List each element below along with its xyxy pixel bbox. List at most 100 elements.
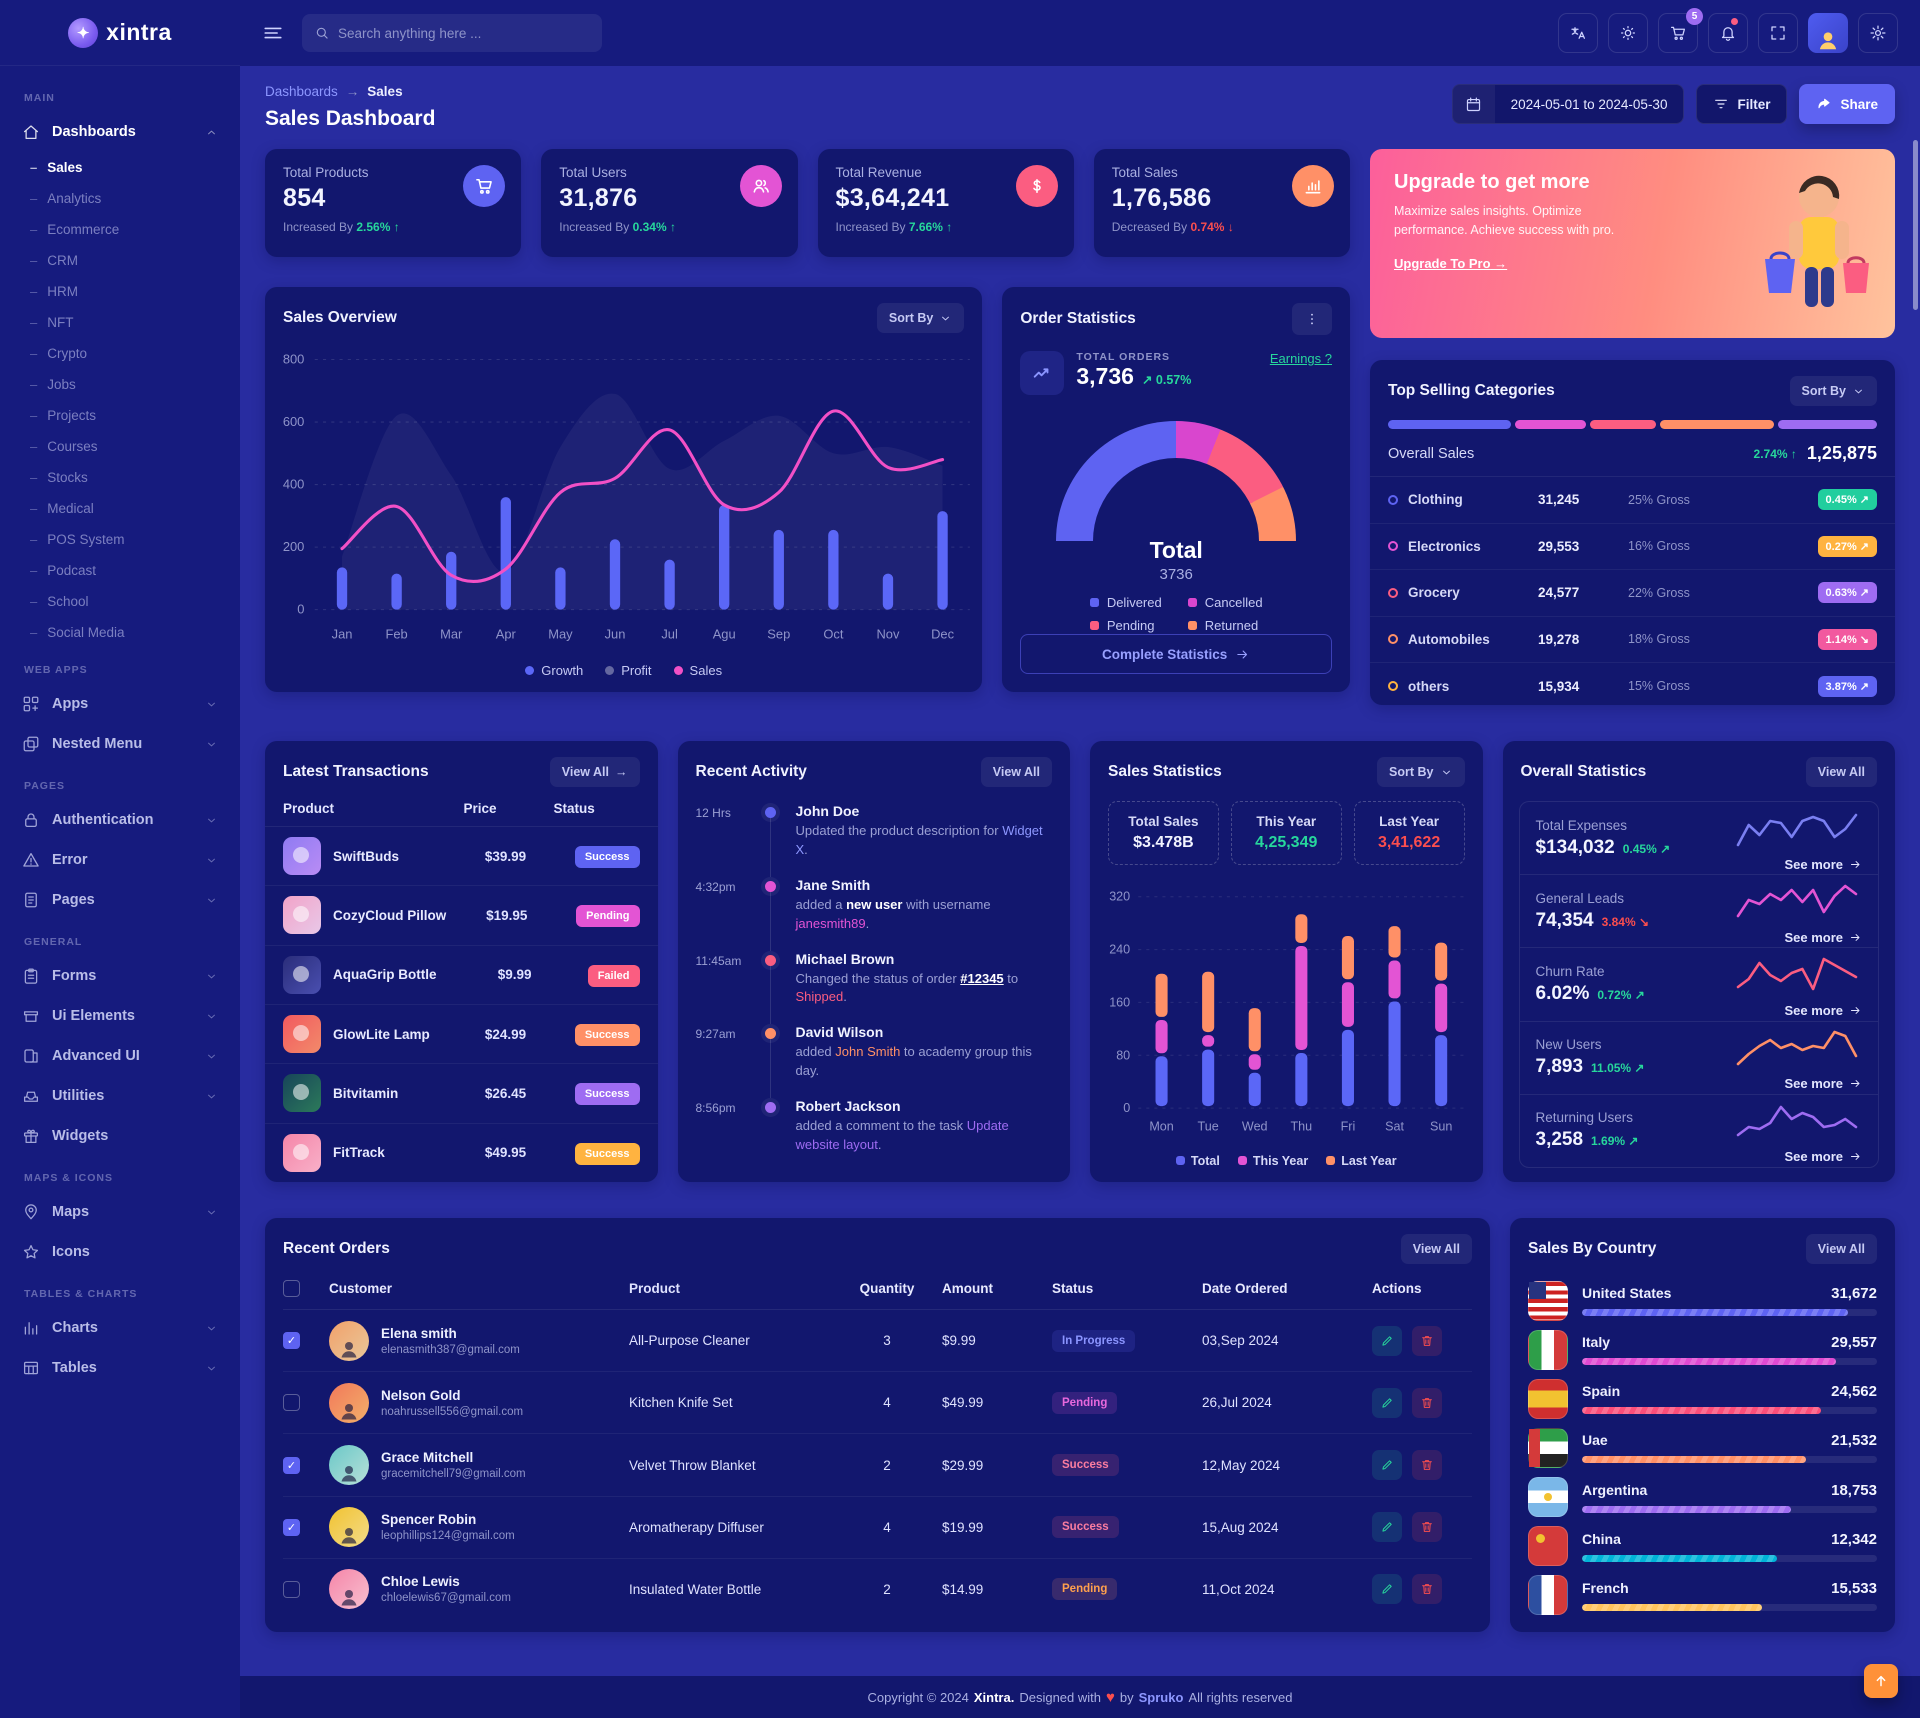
order-row[interactable]: ✓ Spencer Robin leophillips124@gmail.com … [283, 1497, 1472, 1559]
row-checkbox[interactable]: ✓ [283, 1332, 300, 1350]
sidebar-subitem-podcast[interactable]: – Podcast [30, 563, 97, 578]
transaction-row[interactable]: FitTrack $49.95 Success [265, 1124, 658, 1182]
sidebar-item-ui-elements[interactable]: Ui Elements [0, 996, 240, 1036]
sidebar-subitem-courses[interactable]: – Courses [30, 439, 98, 454]
search-box[interactable] [302, 14, 602, 52]
edit-button[interactable] [1372, 1450, 1402, 1480]
activity-view-all-button[interactable]: View All [980, 757, 1052, 787]
order-row[interactable]: Chloe Lewis chloelewis67@gmail.com Insula… [283, 1559, 1472, 1620]
see-more-link[interactable]: See more [1784, 930, 1862, 945]
row-checkbox[interactable] [283, 1394, 300, 1412]
notifications-button[interactable] [1708, 13, 1748, 53]
settings-button[interactable] [1858, 13, 1898, 53]
sidebar-subitem-social-media[interactable]: – Social Media [30, 625, 125, 640]
sidebar-item-tables[interactable]: Tables [0, 1348, 240, 1388]
delete-button[interactable] [1412, 1574, 1442, 1605]
page-scrollbar[interactable] [1913, 140, 1918, 310]
cart-button[interactable]: 5 [1658, 8, 1703, 53]
order-row[interactable]: Nelson Gold noahrussell556@gmail.com Kitc… [283, 1372, 1472, 1435]
translate-button[interactable] [1558, 13, 1598, 53]
sales-overview-sortby-button[interactable]: Sort By [876, 303, 965, 333]
sidebar-item-utilities[interactable]: Utilities [0, 1076, 240, 1116]
order-row[interactable]: ✓ Grace Mitchell gracemitchell79@gmail.co… [283, 1434, 1472, 1497]
order-statistics-menu-button[interactable] [1292, 303, 1332, 335]
footer-spruko-link[interactable]: Spruko [1138, 1689, 1184, 1705]
row-checkbox[interactable] [283, 1580, 300, 1598]
sidebar-subitem-projects[interactable]: – Projects [30, 408, 97, 423]
edit-button[interactable] [1372, 1387, 1402, 1418]
sidebar-subitem-crypto[interactable]: – Crypto [30, 346, 87, 361]
delete-button[interactable] [1412, 1387, 1442, 1418]
scroll-to-top-button[interactable] [1864, 1664, 1898, 1698]
search-input[interactable] [338, 25, 590, 41]
select-all-checkbox[interactable] [283, 1280, 300, 1297]
sales-statistics-sortby-button[interactable]: Sort By [1377, 757, 1465, 787]
user-avatar[interactable] [1808, 13, 1848, 53]
complete-statistics-button[interactable]: Complete Statistics [1020, 634, 1332, 674]
breadcrumb-dashboards[interactable]: Dashboards [265, 84, 338, 99]
see-more-link[interactable]: See more [1784, 857, 1862, 872]
sidebar-item-authentication[interactable]: Authentication [0, 800, 240, 840]
advanced-icon [24, 1049, 38, 1063]
delete-button[interactable] [1412, 1512, 1442, 1543]
sidebar-item-icons[interactable]: Icons [0, 1232, 240, 1272]
menu-toggle-icon[interactable] [262, 22, 284, 44]
sidebar-item-dashboards[interactable]: Dashboards [0, 112, 240, 152]
sidebar-subitem-medical[interactable]: – Medical [30, 501, 94, 516]
sidebar-subitem-crm[interactable]: – CRM [30, 253, 78, 268]
delete-button[interactable] [1412, 1450, 1442, 1480]
see-more-link[interactable]: See more [1784, 1149, 1862, 1164]
light-mode-button[interactable] [1608, 13, 1648, 53]
order-statistics-title: Order Statistics [1020, 310, 1136, 327]
transaction-row[interactable]: CozyCloud Pillow $19.95 Pending [265, 886, 658, 946]
sidebar-item-maps[interactable]: Maps [0, 1192, 240, 1232]
see-more-link[interactable]: See more [1784, 1076, 1862, 1091]
brand-logo[interactable]: ✦ xintra [0, 0, 240, 66]
transactions-view-all-button[interactable]: View All → [549, 757, 640, 787]
person-icon [341, 1341, 357, 1358]
activity-item: 4:32pm Jane Smith added a new user with … [696, 877, 1053, 951]
sidebar-item-pages[interactable]: Pages [0, 880, 240, 920]
sidebar-subitem-analytics[interactable]: – Analytics [30, 191, 102, 206]
edit-button[interactable] [1372, 1574, 1402, 1605]
edit-button[interactable] [1372, 1512, 1402, 1543]
order-row[interactable]: ✓ Elena smith elenasmith387@gmail.com All… [283, 1310, 1472, 1373]
sidebar-subitem-pos-system[interactable]: – POS System [30, 532, 125, 547]
overall-statistics-view-all-button[interactable]: View All [1805, 757, 1877, 787]
filter-button[interactable]: Filter [1696, 84, 1788, 124]
fullscreen-button[interactable] [1758, 13, 1798, 53]
transaction-row[interactable]: AquaGrip Bottle $9.99 Failed [265, 946, 658, 1005]
sidebar-subitem-sales[interactable]: – Sales [30, 160, 83, 175]
overall-stat-row: New Users 7,893 11.05% ↗ See more [1519, 1022, 1878, 1095]
row-checkbox[interactable]: ✓ [283, 1518, 300, 1536]
sidebar-item-widgets[interactable]: Widgets [0, 1116, 240, 1156]
sidebar-item-apps[interactable]: Apps [0, 684, 240, 724]
sidebar-item-charts[interactable]: Charts [0, 1308, 240, 1348]
heart-icon: ♥ [1106, 1688, 1115, 1706]
sidebar-subitem-ecommerce[interactable]: – Ecommerce [30, 222, 120, 237]
sidebar-subitem-hrm[interactable]: – HRM [30, 284, 78, 299]
delete-button[interactable] [1412, 1325, 1442, 1356]
top-selling-sortby-button[interactable]: Sort By [1789, 376, 1877, 406]
arrowright-icon [1850, 933, 1860, 941]
transaction-row[interactable]: Bitvitamin $26.45 Success [265, 1064, 658, 1124]
transaction-row[interactable]: GlowLite Lamp $24.99 Success [265, 1005, 658, 1065]
orders-view-all-button[interactable]: View All [1400, 1234, 1472, 1264]
sidebar-subitem-school[interactable]: – School [30, 594, 89, 609]
sidebar-item-error[interactable]: Error [0, 840, 240, 880]
sidebar-subitem-nft[interactable]: – NFT [30, 315, 74, 330]
see-more-link[interactable]: See more [1784, 1003, 1862, 1018]
upgrade-cta-link[interactable]: Upgrade To Pro → [1394, 255, 1508, 271]
edit-button[interactable] [1372, 1325, 1402, 1356]
transaction-row[interactable]: SwiftBuds $39.99 Success [265, 827, 658, 887]
sidebar-subitem-jobs[interactable]: – Jobs [30, 377, 76, 392]
row-checkbox[interactable]: ✓ [283, 1456, 300, 1474]
sidebar-item-forms[interactable]: Forms [0, 956, 240, 996]
share-button[interactable]: Share [1799, 84, 1895, 124]
earnings-link[interactable]: Earnings ? [1269, 351, 1332, 366]
sidebar-item-advanced-ui[interactable]: Advanced UI [0, 1036, 240, 1076]
sidebar-subitem-stocks[interactable]: – Stocks [30, 470, 88, 485]
sidebar-item-nested-menu[interactable]: Nested Menu [0, 724, 240, 764]
date-range-picker[interactable]: 2024-05-01 to 2024-05-30 [1451, 84, 1685, 124]
country-view-all-button[interactable]: View All [1805, 1234, 1877, 1264]
